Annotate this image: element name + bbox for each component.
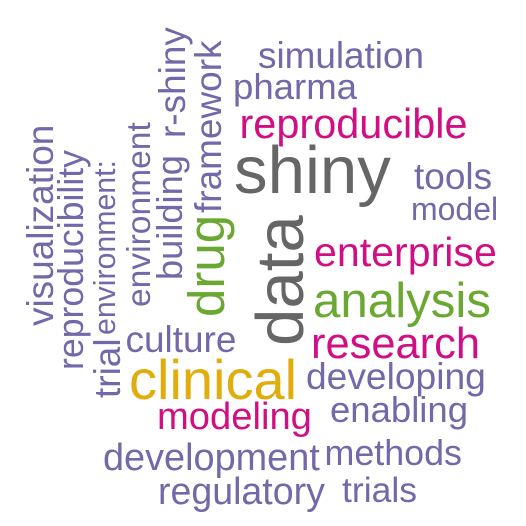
word-pharma: pharma [233,65,358,107]
word-reproducibility: reproducibility [50,150,91,370]
word-development: development [103,436,320,479]
word-enabling: enabling [330,389,469,430]
word-r-shiny: r-shiny [152,26,193,138]
word-regulatory: regulatory [158,470,325,512]
word-reproducible: reproducible [239,100,468,147]
word-shiny: shiny [234,132,391,208]
word-data: data [242,214,318,346]
word-enterprise: enterprise [314,229,497,275]
word-methods: methods [324,433,462,473]
word-simulation: simulation [258,35,425,76]
word-tools: tools [414,156,493,197]
word-research: research [311,319,480,368]
word-modeling: modeling [157,395,312,438]
word-model: model [411,191,499,227]
word-trial: trial [87,337,128,398]
word-framework: framework [188,40,229,213]
word-clinical: clinical [129,348,298,411]
word-building: building [148,155,190,280]
word-environment-colon: environment: [89,160,122,335]
word-analysis: analysis [313,272,491,328]
word-trials: trials [342,469,418,510]
word-developing: developing [306,354,486,397]
word-culture: culture [125,319,237,360]
